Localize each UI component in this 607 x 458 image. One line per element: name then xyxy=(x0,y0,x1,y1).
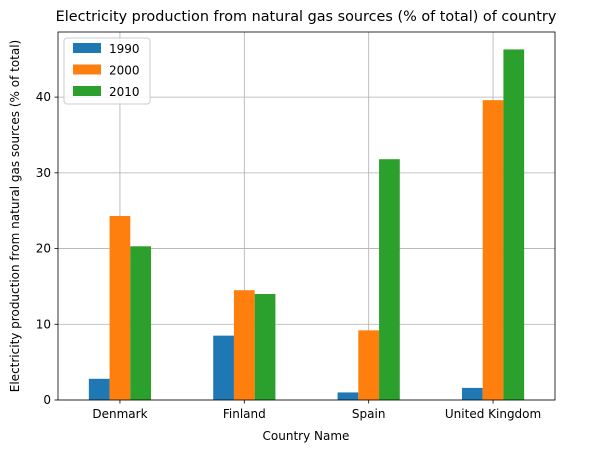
y-tick-label: 0 xyxy=(43,393,51,407)
x-axis-label: Country Name xyxy=(263,429,350,443)
y-axis-label: Electricity production from natural gas … xyxy=(8,40,22,392)
bar-2010-spain xyxy=(379,159,400,400)
x-tick-label: Finland xyxy=(223,407,266,421)
bar-2000-united-kingdom xyxy=(482,100,504,401)
legend-swatch-2010 xyxy=(73,86,101,96)
chart-title: Electricity production from natural gas … xyxy=(56,9,557,25)
bar-2010-finland xyxy=(254,293,276,400)
bars xyxy=(88,49,525,401)
bar-2000-spain xyxy=(358,330,380,400)
legend-swatch-2000 xyxy=(73,64,101,75)
x-tick-label: Spain xyxy=(352,407,386,421)
legend-label-1990: 1990 xyxy=(109,42,140,56)
legend: 1990 2000 2010 xyxy=(63,37,151,105)
x-tick-label: United Kingdom xyxy=(445,407,541,421)
bar-2000-finland xyxy=(233,290,255,400)
bar-2010-denmark xyxy=(130,246,152,400)
bar-1990-spain xyxy=(337,392,359,400)
x-tick-label: Denmark xyxy=(92,407,147,421)
y-tick-label: 20 xyxy=(36,242,51,256)
legend-swatch-1990 xyxy=(73,43,101,53)
bar-1990-united-kingdom xyxy=(461,387,483,400)
plot-frame xyxy=(57,31,556,401)
bar-2000-denmark xyxy=(109,216,131,400)
legend-label-2000: 2000 xyxy=(109,64,140,78)
legend-label-2010: 2010 xyxy=(109,85,140,99)
bar-1990-finland xyxy=(213,335,234,400)
y-tick-label: 10 xyxy=(36,317,51,331)
y-tick-label: 30 xyxy=(36,166,51,180)
y-tick-label: 40 xyxy=(36,90,51,104)
bar-1990-denmark xyxy=(88,378,110,400)
axis-ticks: 0 10 20 30 40 Denmark Finland Spain United Kingd… xyxy=(36,90,542,421)
bar-2010-united-kingdom xyxy=(503,49,525,400)
